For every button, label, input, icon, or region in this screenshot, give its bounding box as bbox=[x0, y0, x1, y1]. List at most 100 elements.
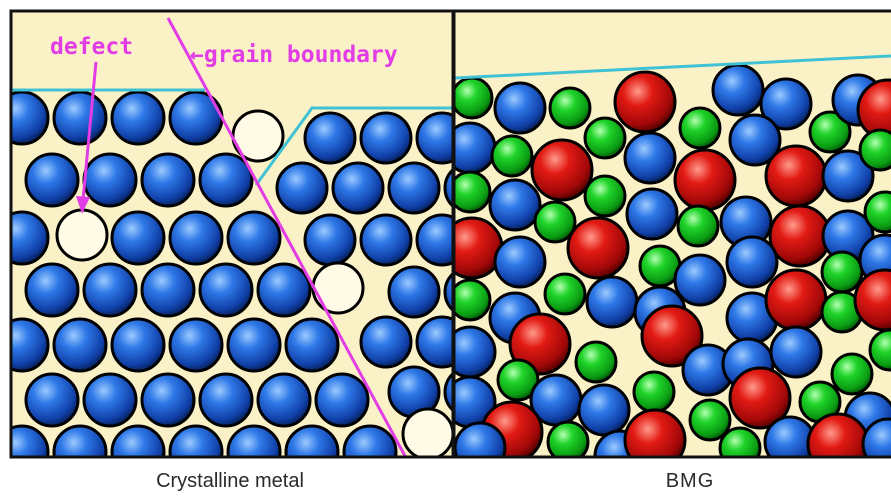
bmg-atom-green bbox=[543, 272, 587, 316]
crystalline-metal-caption: Crystalline metal bbox=[156, 470, 304, 492]
bmg-atom-blue bbox=[585, 275, 639, 329]
vacancy-defect bbox=[55, 208, 109, 262]
bmg-atom-green bbox=[455, 278, 492, 322]
bmg-atom-green bbox=[688, 398, 732, 442]
crystal-atom bbox=[52, 424, 108, 456]
crystal-atom bbox=[314, 372, 370, 428]
grain-boundary-line bbox=[166, 17, 407, 457]
bmg-atom-green bbox=[546, 420, 590, 456]
crystal-atom bbox=[168, 210, 224, 266]
bmg-atom-green bbox=[583, 174, 627, 218]
crystal-atom bbox=[415, 111, 452, 165]
bmg-atom-blue bbox=[488, 178, 542, 232]
bmg-atom-green bbox=[868, 328, 891, 372]
crystal-atom bbox=[284, 424, 340, 456]
crystal-atom bbox=[110, 424, 166, 456]
crystal-atom bbox=[284, 317, 340, 373]
bmg-atom-blue bbox=[673, 253, 727, 307]
bmg-atom-green bbox=[583, 116, 627, 160]
crystal-atom bbox=[12, 424, 50, 456]
bmg-atom-blue bbox=[577, 383, 631, 437]
crystal-atom bbox=[12, 90, 50, 146]
vacancy-defect bbox=[311, 261, 365, 315]
bmg-atom-green bbox=[830, 352, 874, 396]
bmg-atom-red bbox=[613, 70, 677, 134]
crystal-atom bbox=[110, 317, 166, 373]
bmg-atoms bbox=[455, 63, 891, 456]
bmg-atom-red bbox=[764, 268, 828, 332]
crystal-atom bbox=[198, 152, 254, 208]
bmg-atom-blue bbox=[759, 77, 813, 131]
crystal-atom bbox=[110, 210, 166, 266]
crystal-atom bbox=[52, 90, 108, 146]
bmg-atom-green bbox=[533, 200, 577, 244]
crystal-atom bbox=[359, 111, 413, 165]
bmg-atom-green bbox=[574, 340, 618, 384]
bmg-atom-green bbox=[496, 358, 540, 402]
crystal-atom bbox=[415, 315, 452, 369]
crystal-atom bbox=[256, 262, 312, 318]
crystal-atom bbox=[443, 372, 452, 412]
defect-label: defect bbox=[50, 34, 133, 60]
crystal-atom bbox=[168, 317, 224, 373]
bmg-atom-blue bbox=[769, 325, 823, 379]
crystal-atom bbox=[82, 262, 138, 318]
bmg-atom-green bbox=[678, 106, 722, 150]
bmg-atom-blue bbox=[493, 235, 547, 289]
crystal-atom bbox=[82, 372, 138, 428]
crystal-atom bbox=[256, 372, 312, 428]
bmg-atom-blue bbox=[861, 417, 891, 456]
bmg-atom-green bbox=[718, 426, 762, 456]
bmg-atom-red bbox=[640, 304, 704, 368]
crystal-atom bbox=[168, 90, 224, 146]
crystal-atom bbox=[415, 213, 452, 267]
bmg-atom-red bbox=[673, 148, 737, 212]
crystal-atom bbox=[387, 161, 441, 215]
bmg-atom-green bbox=[820, 250, 864, 294]
crystal-atom bbox=[24, 372, 80, 428]
bmg-atom-green bbox=[808, 110, 852, 154]
crystal-atom bbox=[140, 152, 196, 208]
bmg-atom-blue bbox=[728, 113, 782, 167]
bmg-atom-red bbox=[530, 138, 594, 202]
crystal-vs-bmg-diagram: defect ←grain boundary bbox=[9, 9, 891, 459]
bmg-atom-blue bbox=[821, 149, 875, 203]
crystal-atom bbox=[226, 210, 282, 266]
bmg-atom-red bbox=[566, 216, 630, 280]
bmg-surface-line bbox=[455, 54, 891, 80]
crystal-surface-line-right bbox=[254, 106, 452, 186]
crystal-atom bbox=[342, 424, 398, 456]
bmg-atom-green bbox=[863, 190, 891, 234]
bmg-atom-green bbox=[676, 204, 720, 248]
bmg-atom-blue bbox=[455, 421, 507, 456]
crystal-atom bbox=[198, 262, 254, 318]
bmg-atom-blue bbox=[725, 235, 779, 289]
bmg-atom-green bbox=[455, 170, 492, 214]
crystal-atom bbox=[24, 152, 80, 208]
bmg-atom-blue bbox=[623, 131, 677, 185]
bmg-atom-green bbox=[455, 76, 494, 120]
crystal-atoms bbox=[12, 90, 452, 456]
bmg-atom-red bbox=[508, 312, 572, 376]
crystal-atom bbox=[52, 317, 108, 373]
bmg-atom-blue bbox=[711, 63, 765, 117]
defect-arrow-shaft bbox=[81, 61, 98, 201]
bmg-atom-green bbox=[490, 134, 534, 178]
bmg-atom-red bbox=[764, 144, 828, 208]
crystal-atom bbox=[198, 372, 254, 428]
crystal-atom bbox=[303, 213, 357, 267]
crystal-atom bbox=[140, 262, 196, 318]
crystal-atom bbox=[303, 111, 357, 165]
crystal-atom bbox=[387, 265, 441, 319]
bmg-atom-green bbox=[548, 86, 592, 130]
bmg-atom-red bbox=[768, 204, 832, 268]
bmg-panel-frame bbox=[452, 9, 891, 459]
bmg-atom-red bbox=[623, 408, 687, 456]
crystal-atom bbox=[168, 424, 224, 456]
bmg-atom-green bbox=[858, 128, 891, 172]
bmg-atom-red bbox=[728, 366, 792, 430]
defect-arrow-head bbox=[76, 196, 90, 214]
grain-boundary-label: ←grain boundary bbox=[190, 42, 398, 68]
crystal-atom bbox=[359, 213, 413, 267]
crystal-atom bbox=[443, 272, 452, 312]
